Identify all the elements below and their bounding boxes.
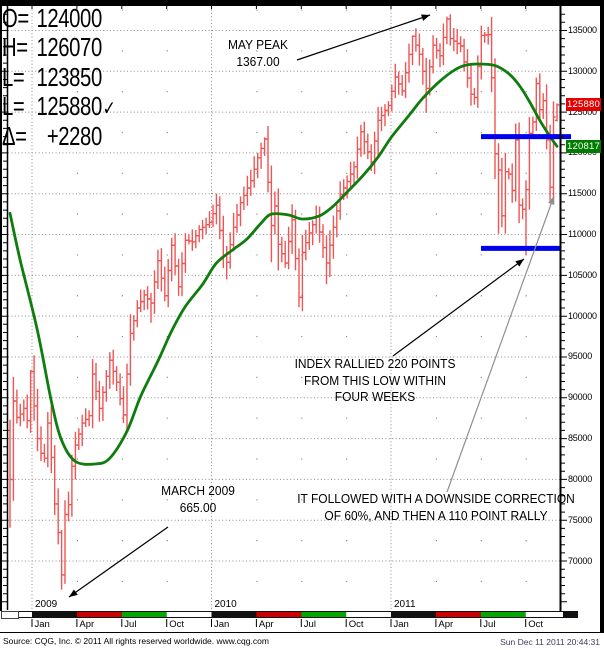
- month-label: Oct: [169, 619, 184, 630]
- price-axis-label: 115000: [568, 188, 597, 199]
- moving-average-price-flag: 120817: [566, 139, 601, 153]
- window-left-border: [0, 0, 2, 611]
- last-label: L=: [2, 91, 25, 122]
- year-label: 2009: [35, 599, 58, 610]
- quote-high-row: H= 126070: [2, 32, 147, 63]
- annotation-arrowhead: [421, 14, 430, 21]
- change-label: Δ=: [2, 120, 27, 151]
- last-price-flag: 125880: [566, 98, 601, 112]
- quarter-strip-segment: [8, 612, 32, 617]
- quote-low-row: L= 123850: [2, 61, 147, 92]
- annotation-arrowhead: [515, 259, 524, 267]
- annotation-index-rallied: INDEX RALLIED 220 POINTS FROM THIS LOW WI…: [295, 356, 456, 406]
- price-axis-label: 110000: [568, 229, 597, 240]
- quote-last-row: L= 125880✓: [2, 91, 147, 122]
- price-axis-label: 75000: [568, 514, 593, 525]
- quarter-strip-segment: [480, 612, 526, 617]
- grid-dots: [76, 9, 527, 583]
- month-label: Apr: [258, 619, 274, 630]
- last-value: 125880: [36, 91, 103, 122]
- quarter-strip-segment: [211, 612, 257, 617]
- annotation-arrowhead: [548, 196, 555, 205]
- price-axis-label: 130000: [568, 65, 597, 76]
- year-label: 2010: [214, 599, 237, 610]
- quarter-strip-segment: [32, 612, 77, 617]
- annotation-arrowhead: [69, 589, 78, 597]
- quarter-strip-segment: [435, 612, 481, 617]
- price-axis-label: 95000: [568, 351, 593, 362]
- annotation-line: MAY PEAK: [227, 37, 289, 52]
- annotation-line: 665.00: [179, 499, 217, 515]
- month-label: Jan: [393, 619, 409, 630]
- month-label: Jul: [124, 619, 137, 630]
- quarter-strip-segment: [76, 612, 122, 617]
- month-label: Jan: [214, 619, 230, 630]
- month-label: Oct: [528, 619, 543, 630]
- annotation-march-low: MARCH 2009 665.00: [161, 483, 235, 516]
- window-top-border: [0, 0, 604, 5]
- copyright-source-text: Source: CQG, Inc. © 2011 All rights rese…: [3, 636, 269, 646]
- annotation-arrow-line: [68, 526, 169, 598]
- month-label: Jul: [483, 619, 496, 630]
- open-label: O=: [2, 3, 29, 33]
- month-label: Apr: [438, 619, 454, 630]
- checkmark-icon: ✓: [102, 98, 116, 121]
- price-axis-label: 85000: [568, 433, 593, 444]
- chart-timestamp: Sun Dec 11 2011 20:44:31: [500, 637, 600, 647]
- quarter-strip-segment: [563, 612, 578, 617]
- price-axis-label: 80000: [568, 473, 593, 484]
- month-label: Oct: [348, 619, 364, 630]
- open-value: 124000: [36, 3, 103, 33]
- price-axis-label: 100000: [568, 310, 597, 321]
- annotation-line: INDEX RALLIED 220 POINTS: [294, 356, 456, 371]
- price-axis-label: 135000: [568, 24, 597, 35]
- annotation-line: IT FOLLOWED WITH A DOWNSIDE CORRECTION: [297, 491, 575, 506]
- year-label: 2011: [394, 599, 416, 610]
- price-axis-label: 125000: [568, 106, 597, 117]
- low-value: 123850: [36, 61, 103, 92]
- annotation-line: FOUR WEEKS: [334, 389, 416, 404]
- annotation-may-peak: MAY PEAK 1367.00: [228, 37, 288, 70]
- annotation-line: OF 60%, AND THEN A 110 POINT RALLY: [324, 507, 548, 523]
- bar-close-ticks: [10, 18, 560, 576]
- quote-board: O= 124000 H= 126070 L= 123850 L= 125880✓ Δ= +…: [2, 3, 147, 151]
- high-label: H=: [2, 32, 28, 63]
- footer-divider: [0, 632, 604, 633]
- horizontal-scrollbar-thumb[interactable]: [1, 611, 19, 619]
- month-label: Jan: [34, 619, 50, 630]
- annotation-line: MARCH 2009: [161, 483, 235, 498]
- quote-change-row: Δ= +2280: [2, 120, 147, 151]
- annotation-line: 1367.00: [236, 53, 280, 69]
- price-axis-ticks: [1, 13, 567, 603]
- quarter-strip-segment: [525, 612, 563, 617]
- quarter-strip-segment: [301, 612, 347, 617]
- window-right-border: [600, 0, 604, 633]
- quarter-strip-segment: [256, 612, 302, 617]
- high-value: 126070: [36, 32, 103, 63]
- annotation-line: FROM THIS LOW WITHIN: [304, 372, 446, 388]
- annotation-downside-correction: IT FOLLOWED WITH A DOWNSIDE CORRECTION OF…: [297, 491, 575, 524]
- quote-open-row: O= 124000: [2, 3, 147, 33]
- price-axis-label: 105000: [568, 269, 597, 280]
- price-axis-label: 90000: [568, 392, 593, 403]
- month-ticks: [31, 6, 527, 627]
- quarter-strip-segment: [391, 612, 436, 617]
- low-label: L=: [2, 61, 25, 92]
- quarter-strip-segment: [346, 612, 391, 617]
- quarter-strip-segment: [166, 612, 212, 617]
- annotation-arrow-line: [296, 14, 431, 61]
- annotation-arrow-line: [446, 195, 555, 493]
- quarter-strip-segment: [121, 612, 167, 617]
- annotation-arrow-line: [392, 258, 525, 357]
- month-label: Jul: [303, 619, 316, 630]
- price-axis-label: 70000: [568, 555, 593, 566]
- change-value: +2280: [46, 120, 102, 151]
- moving-average-line: [8, 62, 559, 466]
- month-label: Apr: [79, 619, 95, 630]
